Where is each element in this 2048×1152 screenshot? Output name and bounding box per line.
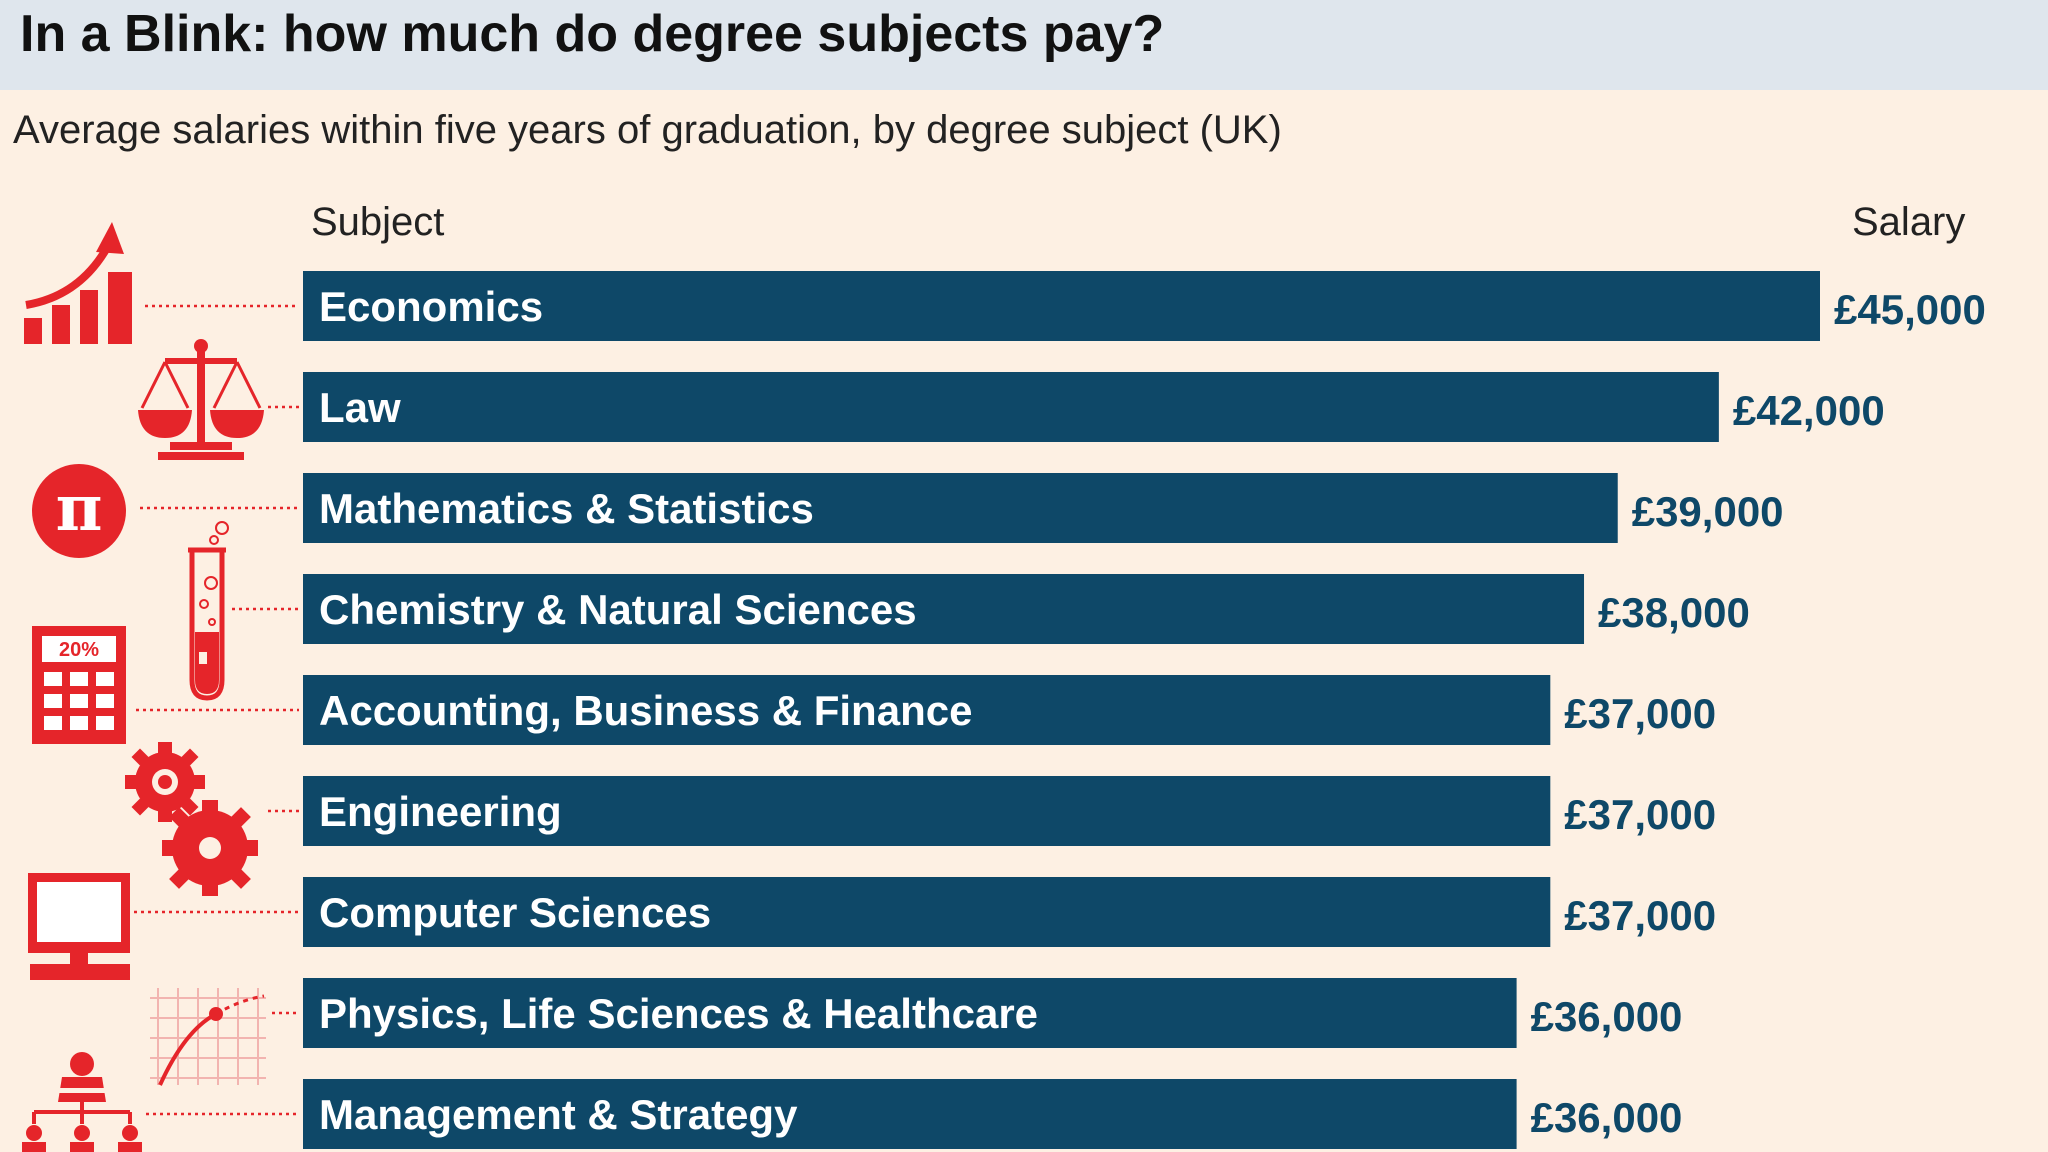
salary-column-header: Salary	[1852, 200, 1966, 244]
calculator-icon: 20%	[32, 626, 126, 744]
bar	[303, 473, 1618, 543]
category-label: Physics, Life Sciences & Healthcare	[319, 990, 1038, 1037]
category-label: Computer Sciences	[319, 889, 711, 936]
category-label: Chemistry & Natural Sciences	[319, 586, 917, 633]
bar	[303, 1079, 1517, 1149]
chart-subtitle: Average salaries within five years of gr…	[13, 108, 1282, 152]
value-label: £38,000	[1598, 589, 1750, 636]
category-label: Accounting, Business & Finance	[319, 687, 972, 734]
value-label: £39,000	[1632, 488, 1784, 535]
bar	[303, 776, 1551, 846]
value-label: £42,000	[1733, 387, 1885, 434]
value-label: £37,000	[1564, 892, 1716, 939]
test-tube-icon	[188, 521, 229, 701]
org-chart-icon	[22, 1052, 142, 1152]
category-label: Engineering	[319, 788, 562, 835]
pi-icon: π	[32, 464, 126, 558]
calculator-display-text: 20%	[59, 639, 99, 661]
header-band	[0, 0, 2048, 90]
bar	[303, 877, 1551, 947]
bar	[303, 574, 1585, 644]
rising-chart-icon	[24, 222, 132, 344]
value-label: £36,000	[1531, 1094, 1683, 1141]
scales-icon	[138, 339, 264, 460]
value-label: £36,000	[1531, 993, 1683, 1040]
category-label: Mathematics & Statistics	[319, 485, 814, 532]
computer-icon	[28, 873, 130, 980]
category-label: Economics	[319, 283, 543, 330]
value-label: £37,000	[1564, 690, 1716, 737]
value-label: £37,000	[1564, 791, 1716, 838]
category-label: Law	[319, 384, 401, 431]
gears-icon	[125, 742, 258, 896]
graph-paper-icon	[150, 988, 266, 1086]
category-label: Management & Strategy	[319, 1091, 798, 1138]
bar	[303, 372, 1719, 442]
svg-text:π: π	[56, 471, 103, 546]
bar	[303, 675, 1551, 745]
chart-title: In a Blink: how much do degree subjects …	[20, 5, 1165, 63]
bar	[303, 978, 1517, 1048]
subject-column-header: Subject	[311, 200, 445, 244]
bar	[303, 271, 1820, 341]
value-label: £45,000	[1834, 286, 1986, 333]
